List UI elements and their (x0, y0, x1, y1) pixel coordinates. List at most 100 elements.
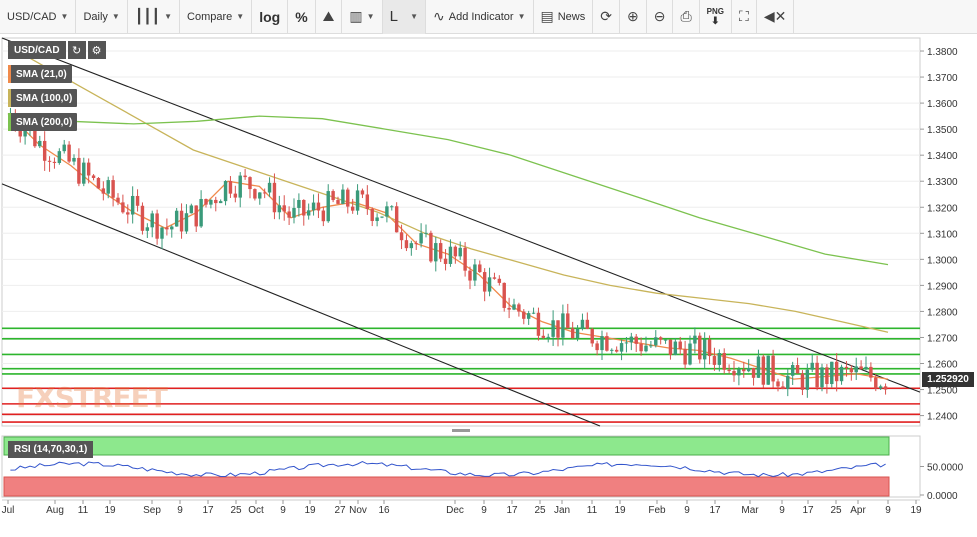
percent-button[interactable]: % (288, 0, 316, 34)
rsi-overbought-zone (3, 436, 890, 456)
candle-body (497, 278, 502, 283)
price-tick-label: 1.3200 (927, 203, 958, 214)
symbol-legend: USD/CAD ↻ ⚙ (8, 41, 106, 59)
news-button[interactable]: ▤ News (534, 0, 594, 34)
candle-body (101, 188, 106, 194)
settings-icon[interactable]: ⚙ (87, 41, 106, 59)
x-tick-label: Mar (741, 505, 759, 516)
compare-button[interactable]: Compare ▼ (180, 0, 253, 34)
candle-body (385, 206, 389, 217)
candle-body (531, 312, 536, 314)
candle-body (595, 343, 599, 351)
sma200-swatch (8, 113, 11, 131)
interval-selector[interactable]: Daily ▼ (76, 0, 128, 34)
x-tick-label: Apr (850, 505, 866, 516)
candle-body (370, 209, 374, 222)
sma200-legend[interactable]: SMA (200,0) (8, 113, 78, 131)
chevron-down-icon: ▼ (410, 12, 419, 21)
x-tick-label: Sep (143, 505, 161, 516)
candle-body (761, 356, 766, 385)
candle-body (771, 355, 775, 382)
chevron-down-icon: ▼ (60, 12, 69, 21)
candle-body (658, 337, 663, 340)
candle-body (517, 304, 521, 312)
line-type-label: L (389, 8, 398, 25)
candle-body (634, 336, 638, 344)
price-tick-label: 1.3400 (927, 151, 958, 162)
price-tick-label: 1.2900 (927, 281, 958, 292)
candle-body (77, 157, 81, 184)
add-indicator-button[interactable]: ∿ Add Indicator ▼ (426, 0, 534, 34)
candle-body (830, 361, 834, 385)
mute-icon[interactable]: ◀✕ (757, 0, 795, 34)
candle-body (57, 151, 62, 163)
print-icon[interactable]: ⎙ (673, 0, 700, 34)
candle-body (130, 195, 135, 215)
bars-button[interactable]: ▥ ▼ (342, 0, 383, 34)
line-type-button[interactable]: L ▼ (382, 0, 427, 34)
candle-body (600, 336, 604, 351)
symbol-selector[interactable]: USD/CAD ▼ (0, 0, 77, 34)
candle-body (478, 264, 482, 273)
candle-body (424, 232, 428, 234)
sma100-label: SMA (100,0) (16, 92, 73, 104)
candle-body (512, 304, 516, 310)
candle-body (688, 343, 692, 365)
refresh-icon[interactable]: ⟳ (593, 0, 620, 34)
zoom-in-icon[interactable]: ⊕ (620, 0, 647, 34)
candle-body (781, 386, 785, 389)
current-price-tag: 1.252920 (922, 372, 974, 387)
candle-body (380, 216, 384, 218)
candle-body (214, 199, 218, 204)
candle-body (292, 207, 296, 218)
sma21-label: SMA (21,0) (16, 68, 67, 80)
sma-line-0 (7, 113, 889, 380)
candle-body (331, 191, 335, 201)
candle-body (62, 144, 66, 152)
candle-body (869, 366, 873, 378)
x-tick-label: 19 (614, 505, 626, 516)
candle-body (458, 247, 462, 257)
x-tick-label: Dec (446, 505, 464, 516)
candle-body (722, 352, 726, 370)
x-tick-label: 9 (885, 505, 891, 516)
candle-body (341, 189, 345, 204)
price-tick-label: 1.3300 (927, 177, 958, 188)
rsi-tick-label: 50.0000 (927, 463, 964, 474)
candle-body (38, 140, 42, 147)
refresh-icon[interactable]: ↻ (67, 41, 86, 59)
candle-type-button[interactable]: ┃┃┃ ▼ (128, 0, 181, 34)
x-tick-label: 25 (830, 505, 842, 516)
price-tick-label: 1.3800 (927, 47, 958, 58)
candle-body (218, 201, 223, 204)
area-chart-icon[interactable]: ⛰ (316, 0, 343, 34)
candle-body (160, 227, 164, 239)
candle-body (536, 312, 541, 336)
zoom-out-icon[interactable]: ⊖ (647, 0, 674, 34)
candle-body (399, 232, 404, 241)
candle-body (116, 197, 120, 203)
candle-body (414, 243, 418, 245)
candle-body (727, 369, 731, 372)
candle-body (267, 182, 272, 193)
candle-body (248, 177, 252, 190)
candle-body (233, 193, 238, 198)
price-chart[interactable]: 1.3800 1.3700 1.3600 1.3500 1.3400 1.3300 1.32… (0, 34, 977, 537)
rsi-legend[interactable]: RSI (14,70,30,1) (8, 441, 94, 458)
price-tick-label: 1.2600 (927, 360, 958, 371)
candle-body (228, 181, 233, 194)
png-export-button[interactable]: PNG ⬇ (700, 0, 732, 34)
candle-body (86, 162, 91, 176)
sma100-legend[interactable]: SMA (100,0) (8, 89, 78, 107)
candle-body (864, 366, 868, 370)
indicator-icon: ∿ (433, 8, 445, 24)
candle-body (253, 189, 257, 199)
download-icon: ⬇ (711, 15, 720, 27)
fullscreen-icon[interactable]: ⛶ (732, 0, 757, 34)
candle-body (52, 161, 57, 163)
sma21-legend[interactable]: SMA (21,0) (8, 65, 72, 83)
log-button[interactable]: log (252, 0, 289, 34)
bars-icon: ▥ (349, 8, 363, 24)
x-tick-label: 11 (587, 505, 598, 516)
symbol-legend-label: USD/CAD (8, 41, 66, 59)
